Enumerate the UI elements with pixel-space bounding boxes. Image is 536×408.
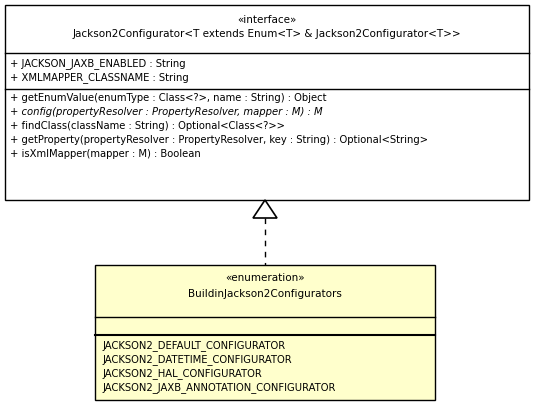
Text: «enumeration»: «enumeration» [225, 273, 305, 283]
Text: Jackson2Configurator<T extends Enum<T> & Jackson2Configurator<T>>: Jackson2Configurator<T extends Enum<T> &… [73, 29, 461, 39]
Text: JACKSON2_JAXB_ANNOTATION_CONFIGURATOR: JACKSON2_JAXB_ANNOTATION_CONFIGURATOR [103, 382, 337, 393]
Text: + getProperty(propertyResolver : PropertyResolver, key : String) : Optional<Stri: + getProperty(propertyResolver : Propert… [10, 135, 428, 145]
Text: JACKSON2_DEFAULT_CONFIGURATOR: JACKSON2_DEFAULT_CONFIGURATOR [103, 340, 286, 351]
Text: + JACKSON_JAXB_ENABLED : String: + JACKSON_JAXB_ENABLED : String [10, 58, 185, 69]
Bar [95, 265, 435, 400]
Text: + findClass(className : String) : Optional<Class<?>>: + findClass(className : String) : Option… [10, 121, 285, 131]
Text: + XMLMAPPER_CLASSNAME : String: + XMLMAPPER_CLASSNAME : String [10, 72, 189, 83]
Text: JACKSON2_DATETIME_CONFIGURATOR: JACKSON2_DATETIME_CONFIGURATOR [103, 354, 293, 365]
Text: «interface»: «interface» [237, 15, 297, 25]
Text: + getEnumValue(enumType : Class<?>, name : String) : Object: + getEnumValue(enumType : Class<?>, name… [10, 93, 326, 103]
Text: BuildinJackson2Configurators: BuildinJackson2Configurators [188, 289, 342, 299]
Text: JACKSON2_HAL_CONFIGURATOR: JACKSON2_HAL_CONFIGURATOR [103, 368, 263, 379]
Text: + config(propertyResolver : PropertyResolver, mapper : M) : M: + config(propertyResolver : PropertyReso… [10, 107, 323, 117]
Text: + isXmlMapper(mapper : M) : Boolean: + isXmlMapper(mapper : M) : Boolean [10, 149, 201, 159]
Bar [5, 5, 529, 200]
